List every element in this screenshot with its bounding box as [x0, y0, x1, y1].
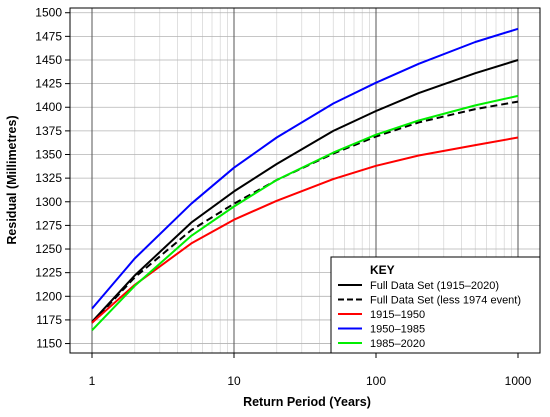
- y-tick-label: 1450: [35, 53, 62, 67]
- y-tick-label: 1300: [35, 195, 62, 209]
- legend-label: Full Data Set (less 1974 event): [370, 295, 521, 307]
- legend-label: Full Data Set (1915–2020): [370, 280, 499, 292]
- y-tick-label: 1500: [35, 6, 62, 20]
- x-tick-label: 10: [227, 374, 241, 388]
- legend-box: [330, 256, 541, 354]
- legend-item: 1915–1950: [338, 309, 425, 321]
- x-axis-title: Return Period (Years): [243, 395, 371, 409]
- legend-label: 1950–1985: [370, 324, 425, 336]
- y-tick-label: 1375: [35, 124, 62, 138]
- y-tick-label: 1200: [35, 289, 62, 303]
- legend-label: 1985–2020: [370, 338, 425, 350]
- legend-item: 1950–1985: [338, 324, 425, 336]
- y-axis-title: Residual (Millimetres): [5, 115, 19, 244]
- legend-label: 1915–1950: [370, 309, 425, 321]
- series-line-1: [91, 59, 519, 323]
- x-tick-label: 100: [366, 374, 386, 388]
- y-tick-label: 1225: [35, 266, 62, 280]
- x-tick-label: 1: [89, 374, 96, 388]
- y-tick-label: 1250: [35, 242, 62, 256]
- y-axis: 1150 1175 1200 1225 1250 1275 1300 1325 1350 1375…: [35, 6, 70, 351]
- legend-title: KEY: [370, 263, 395, 277]
- y-tick-label: 1475: [35, 29, 62, 43]
- series-line-5: [91, 94, 519, 331]
- y-tick-label: 1175: [36, 313, 62, 327]
- legend-item: Full Data Set (less 1974 event): [338, 295, 521, 307]
- y-tick-label: 1350: [35, 148, 62, 162]
- y-tick-label: 1425: [35, 77, 62, 91]
- legend-item: 1985–2020: [338, 338, 425, 350]
- y-tick-label: 1325: [35, 171, 62, 185]
- legend-item: Full Data Set (1915–2020): [338, 280, 499, 292]
- x-tick-label: 1000: [505, 374, 532, 388]
- y-tick-label: 1150: [36, 337, 62, 351]
- series-lines: [91, 27, 519, 331]
- y-tick-label: 1275: [35, 218, 62, 232]
- legend-items: Full Data Set (1915–2020) Full Data Set (…: [338, 280, 521, 350]
- legend: KEY Full Data Set (1915–2020)Full Data S…: [330, 256, 541, 354]
- x-axis: 1 10 100 1000: [89, 353, 532, 388]
- plot-frame: [69, 7, 541, 354]
- series-line-4: [91, 27, 519, 310]
- y-tick-label: 1400: [35, 100, 62, 114]
- series-line-3: [91, 136, 519, 324]
